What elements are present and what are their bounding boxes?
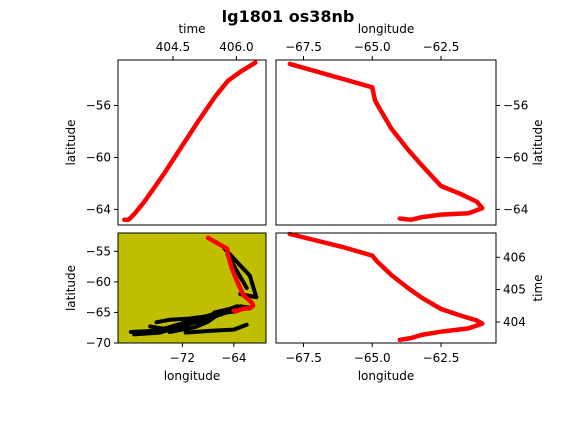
x-axis-label: longitude [358, 22, 415, 36]
track-series-0 [122, 60, 258, 223]
x-tick-label: −64 [221, 351, 246, 365]
land-outline-8 [183, 322, 249, 335]
land-outline-0 [222, 246, 259, 300]
y-tick-label: −60 [86, 275, 111, 289]
x-tick-label: −65.0 [354, 351, 391, 365]
land-outline-5 [167, 310, 223, 334]
y-tick-label: −56 [86, 98, 111, 112]
y-tick-label: −55 [86, 244, 111, 258]
x-tick-label: −62.5 [423, 40, 460, 54]
y-axis-label: latitude [64, 119, 78, 165]
x-tick-label: 404.5 [156, 40, 190, 54]
subplot-time-latitude: 404.5 406.0 time −56 −60 −64 latitude [64, 22, 267, 226]
x-tick-label: −67.5 [285, 351, 322, 365]
track-series-0 [205, 235, 256, 314]
y-axis-label: latitude [64, 265, 78, 311]
y-tick-label: −70 [86, 336, 111, 350]
x-axis-label: time [178, 22, 205, 36]
x-tick-label: −65.0 [354, 40, 391, 54]
subplot-longitude-latitude: −67.5 −65.0 −62.5 longitude −56 −60 −64 latitud… [275, 22, 545, 226]
y-tick-label: −60 [86, 150, 111, 164]
axes-frame [275, 232, 497, 344]
y-tick-label: −56 [503, 98, 528, 112]
y-tick-label: −64 [86, 202, 111, 216]
figure-title: lg1801 os38nb [222, 7, 355, 26]
axes-frame [117, 232, 267, 344]
y-axis-label: time [531, 274, 545, 301]
y-tick-label: 406 [503, 250, 526, 264]
y-tick-label: −60 [503, 150, 528, 164]
y-axis-label: latitude [531, 119, 545, 165]
x-axis-label: longitude [358, 369, 415, 383]
land-outline-6 [154, 309, 239, 325]
axes-frame [275, 59, 497, 226]
x-axis-label: longitude [164, 369, 221, 383]
subplot-longitude-time: −67.5 −65.0 −62.5 longitude 406 405 404 time [275, 231, 545, 383]
x-tick-label: −72 [170, 351, 195, 365]
track-series-0 [287, 61, 485, 223]
x-tick-label: −67.5 [285, 40, 322, 54]
axes-frame [117, 59, 267, 226]
x-tick-label: −62.5 [423, 351, 460, 365]
land-outline-7 [173, 319, 211, 332]
y-tick-label: −64 [503, 202, 528, 216]
track-series-0 [287, 231, 485, 343]
y-tick-label: 404 [503, 315, 526, 329]
x-tick-label: 406.0 [219, 40, 253, 54]
y-tick-label: −65 [86, 305, 111, 319]
y-tick-label: 405 [503, 283, 526, 297]
